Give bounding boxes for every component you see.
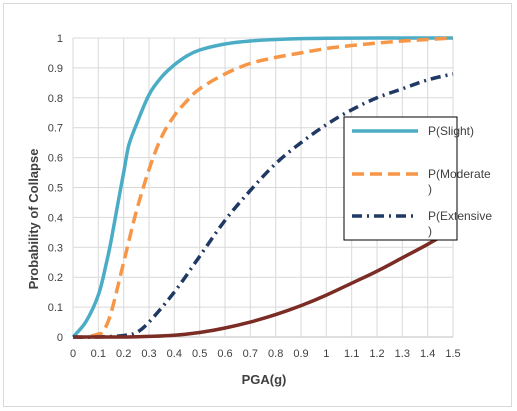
x-tick-label: 0.4 [167,348,182,360]
legend-label-moderate: P(Moderate [428,167,491,181]
x-tick-label: 1.2 [369,348,384,360]
y-tick-label: 0.9 [48,63,63,75]
legend-label-extensive: P(Extensive [428,209,492,223]
y-axis-title: Probability of Collapse [26,149,41,290]
x-tick-label: 0.7 [243,348,258,360]
x-tick-label: 0.8 [268,348,283,360]
x-tick-label: 1.3 [395,348,410,360]
y-tick-label: 0.8 [48,93,63,105]
x-tick-label: 0.6 [217,348,232,360]
series-line-1 [72,36,454,339]
y-tick-label: 0.5 [48,183,63,195]
x-tick-label: 1.4 [420,348,435,360]
tick-labels: 0 0.1 0.2 0.3 0.4 0.5 0.6 0.7 0.8 0.9 1 0 0.1 0.2 0.3 0… [48,33,461,360]
x-tick-label: 0.1 [91,348,106,360]
x-tick-label: 0.2 [116,348,131,360]
series-line-0 [71,36,453,339]
legend: P(Slight) P(Moderate ) P(Extensive ) [343,116,492,241]
legend-label-moderate-cont: ) [428,182,432,196]
series-line-3 [72,227,454,339]
y-tick-label: 0.4 [48,212,63,224]
legend-label-slight: P(Slight) [428,124,474,138]
y-tick-label: 1 [57,33,63,45]
y-tick-label: 0.7 [48,123,63,135]
x-axis-title: PGA(g) [242,372,287,387]
legend-label-extensive-cont: ) [428,224,432,238]
y-tick-label: 0.6 [48,153,63,165]
y-tick-label: 0.2 [48,272,63,284]
y-tick-label: 0 [57,332,63,344]
y-tick-label: 0.1 [48,302,63,314]
x-tick-label: 1.1 [344,348,359,360]
legend-box [343,116,458,241]
x-tick-label: 0.5 [192,348,207,360]
x-tick-label: 1 [323,348,329,360]
x-tick-label: 1.5 [445,348,460,360]
y-tick-label: 0.3 [48,242,63,254]
x-tick-label: 0.9 [293,348,308,360]
x-tick-label: 0.3 [141,348,156,360]
series-line-2 [72,72,454,339]
series-lines [71,36,454,339]
x-tick-label: 0 [70,348,76,360]
